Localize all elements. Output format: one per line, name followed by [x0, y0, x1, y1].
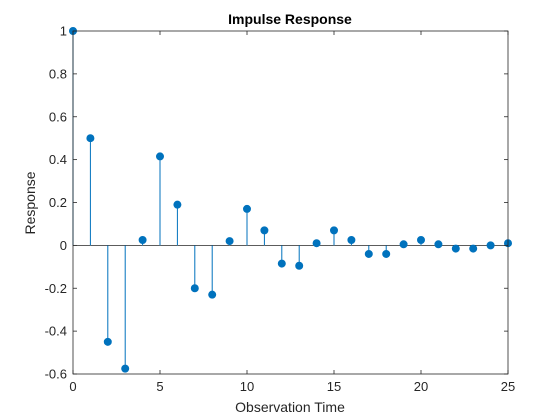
y-tick-label-7: 0.8	[49, 66, 67, 81]
y-tick-label-5: 0.4	[49, 152, 67, 167]
stem-marker-12	[277, 259, 286, 268]
y-tick-label-1: -0.4	[45, 324, 67, 339]
stem-marker-17	[364, 249, 373, 258]
y-tick-label-8: 1	[60, 24, 67, 39]
stem-marker-16	[347, 236, 356, 245]
chart-title: Impulse Response	[228, 11, 352, 27]
stem-marker-22	[451, 244, 460, 253]
axes-box	[72, 30, 509, 375]
stem-marker-18	[382, 249, 391, 258]
stem-marker-1	[86, 134, 95, 143]
x-tick-label-3: 15	[327, 379, 341, 394]
x-tick-label-1: 5	[156, 379, 163, 394]
stem-marker-20	[416, 236, 425, 245]
x-axis-label: Observation Time	[235, 399, 345, 415]
y-tick-label-0: -0.6	[45, 367, 67, 382]
stem-marker-9	[225, 237, 234, 246]
stem-marker-7	[190, 284, 199, 293]
y-tick-label-2: -0.2	[45, 281, 67, 296]
y-tick-label-3: 0	[60, 238, 67, 253]
stem-marker-3	[121, 364, 130, 373]
y-tick-label-6: 0.6	[49, 109, 67, 124]
y-tick-label-4: 0.2	[49, 195, 67, 210]
stem-marker-8	[208, 290, 217, 299]
stem-marker-11	[260, 226, 269, 235]
stem-marker-2	[103, 337, 112, 346]
stem-marker-23	[469, 244, 478, 253]
stem-marker-13	[295, 261, 304, 270]
x-tick-label-2: 10	[240, 379, 254, 394]
plot-area	[69, 26, 512, 373]
stem-marker-19	[399, 240, 408, 249]
x-tick-label-4: 20	[414, 379, 428, 394]
stem-marker-10	[242, 204, 251, 213]
axes: 0 5 10 15 20 25 -0.6 -0.4 -0.2 0 0.2 0.4 0.6 0.8 1	[45, 24, 516, 395]
stem-marker-24	[486, 241, 495, 250]
y-axis-label: Response	[22, 171, 38, 234]
stem-marker-4	[138, 236, 147, 245]
stem-marker-6	[173, 200, 182, 209]
stem-marker-15	[329, 226, 338, 235]
stem-marker-21	[434, 240, 443, 249]
x-tick-label-5: 25	[501, 379, 515, 394]
stem-marker-14	[312, 239, 321, 248]
stem-marker-5	[155, 152, 164, 161]
x-tick-label-0: 0	[69, 379, 76, 394]
